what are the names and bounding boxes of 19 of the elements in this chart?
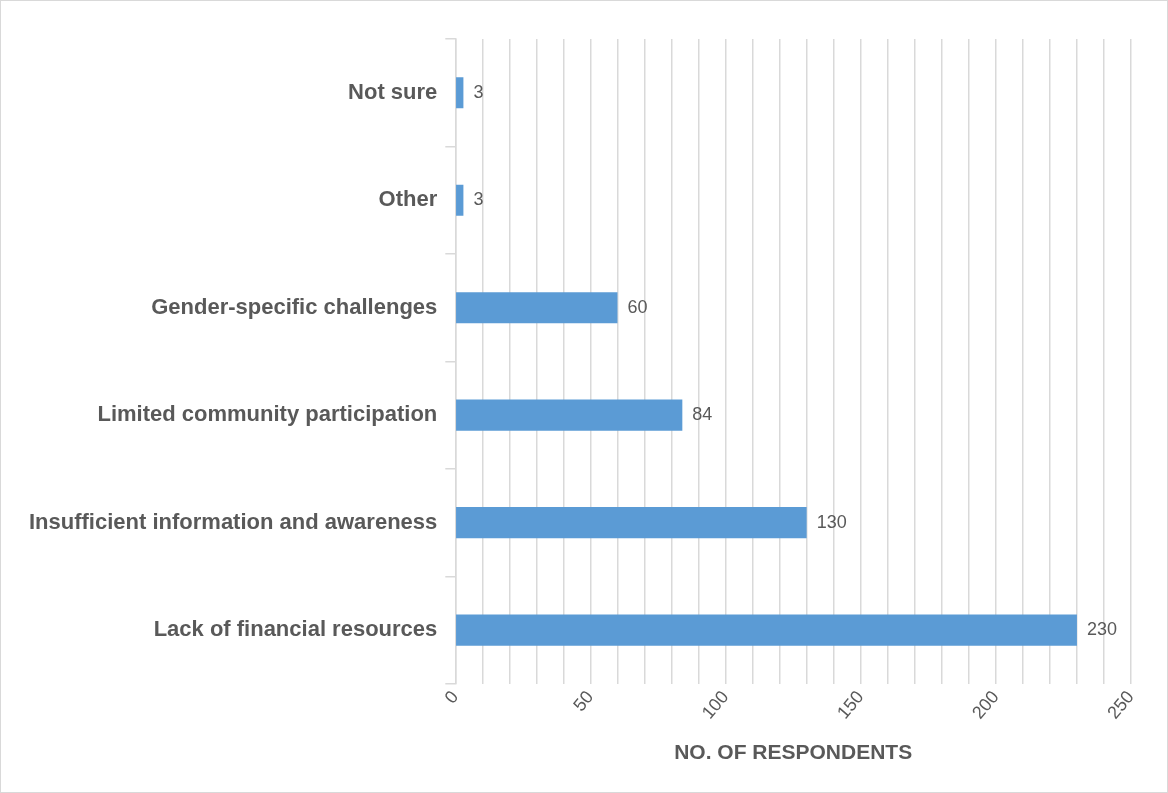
x-tick-label: 150	[832, 686, 868, 723]
y-tick-label: Insufficient information and awareness	[28, 508, 438, 534]
y-tick-label: Limited community participation	[97, 401, 438, 427]
x-tick-label: 250	[1103, 686, 1138, 723]
y-tick-label: Lack of financial resources	[153, 616, 438, 642]
x-tick-label: 0	[440, 686, 463, 708]
x-tick-label: 50	[569, 686, 598, 715]
data-label: 130	[816, 511, 847, 532]
data-label: 3	[473, 189, 484, 210]
x-axis-title: NO. OF RESPONDENTS	[674, 740, 913, 764]
x-tick-label: 100	[697, 686, 733, 723]
y-tick-label: Other	[378, 186, 438, 212]
data-label: 230	[1086, 619, 1117, 640]
data-label: 60	[627, 296, 648, 317]
y-tick-label: Not sure	[348, 78, 438, 104]
y-tick-label: Gender-specific challenges	[151, 293, 438, 319]
x-tick-label: 200	[968, 686, 1003, 723]
data-label: 84	[692, 404, 713, 425]
data-label: 3	[473, 81, 484, 102]
